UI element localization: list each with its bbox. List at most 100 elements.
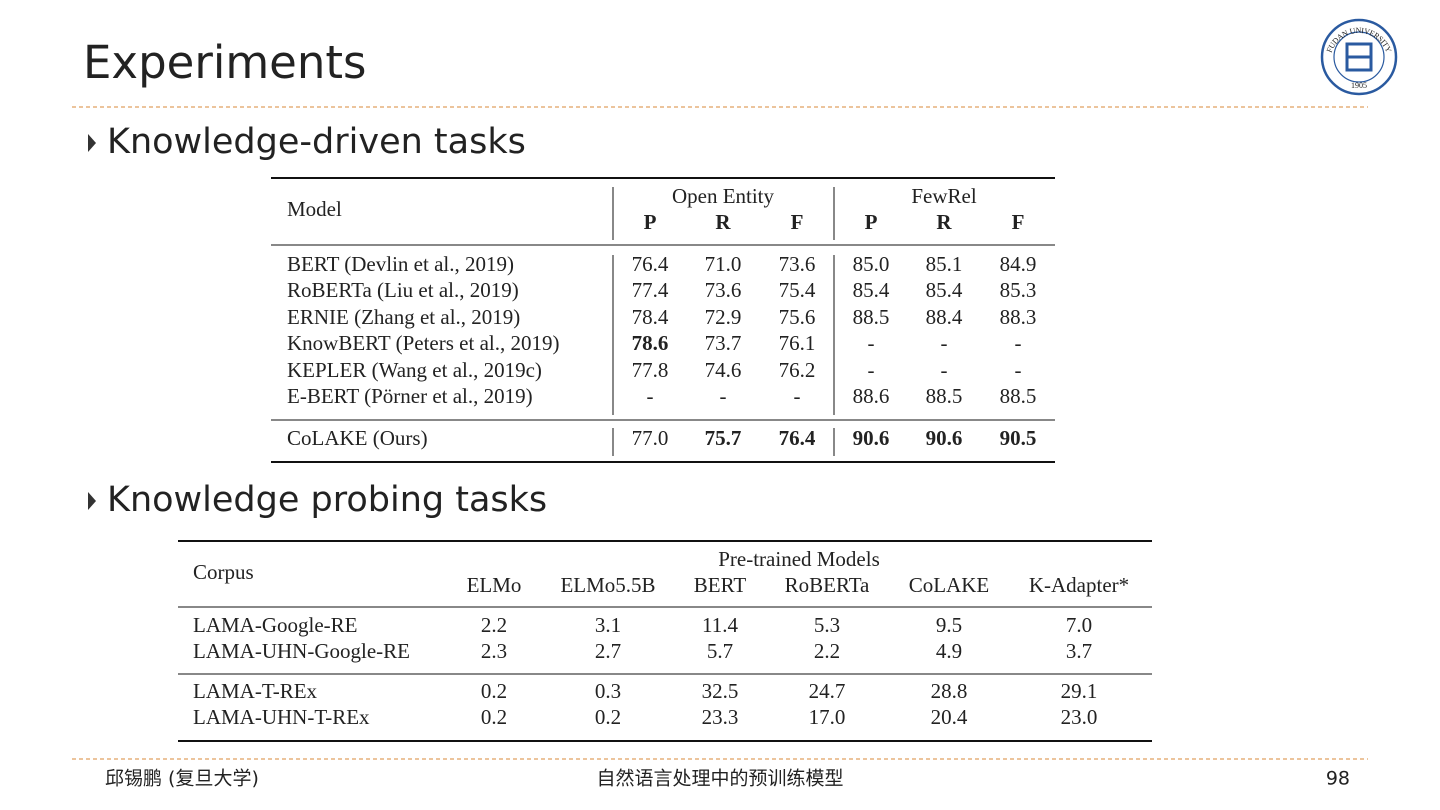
table-cell: 73.6 [705,278,742,302]
table-cell: 3.1 [595,613,621,637]
table-cell: - [720,384,727,408]
table-cell: 85.1 [926,252,963,276]
table-cell: - [941,358,948,382]
table-cell: ERNIE (Zhang et al., 2019) [287,305,520,329]
table-cell: 5.3 [814,613,840,637]
table-cell: - [868,331,875,355]
table-cell: KnowBERT (Peters et al., 2019) [287,331,559,355]
logo-inner-ring [1333,31,1385,83]
table-cell: - [941,331,948,355]
table-header: Model [287,197,342,221]
table-cell: 28.8 [931,679,968,703]
table-cell: 74.6 [705,358,742,382]
table-cell: 88.3 [1000,305,1037,329]
table-column-header: RoBERTa [785,573,870,597]
table-cell: LAMA-Google-RE [193,613,357,637]
logo-ring [1320,18,1398,96]
table-cell: - [794,384,801,408]
table-cell: 0.2 [595,705,621,729]
table-cell: 4.9 [936,639,962,663]
table-cell: 0.2 [481,679,507,703]
table-group-header: FewRel [911,184,976,208]
table-column-header: BERT [694,573,747,597]
table-cell: 76.4 [632,252,669,276]
table-cell: 0.3 [595,679,621,703]
bullet-arrow [88,134,96,152]
table-cell: 88.4 [926,305,963,329]
table-cell: 23.0 [1061,705,1098,729]
table-cell: KEPLER (Wang et al., 2019c) [287,358,542,382]
table-cell: 90.5 [1000,426,1037,450]
table-cell: 71.0 [705,252,742,276]
table-cell: - [1015,331,1022,355]
table-cell: 77.0 [632,426,669,450]
table-cell: 2.7 [595,639,621,663]
table-column-header: P [644,210,657,234]
table-group-header: Pre-trained Models [718,547,880,571]
table-cell: 85.4 [853,278,890,302]
table-cell: RoBERTa (Liu et al., 2019) [287,278,519,302]
table-column-header: F [791,210,804,234]
table-cell: 88.5 [853,305,890,329]
table-cell: 88.6 [853,384,890,408]
table-cell: - [647,384,654,408]
table-cell: E-BERT (Pörner et al., 2019) [287,384,533,408]
table-cell: - [868,358,875,382]
table-cell: 24.7 [809,679,846,703]
footer-course: 自然语言处理中的预训练模型 [596,768,843,790]
section-heading: Knowledge probing tasks [107,480,547,520]
table-cell: 75.6 [779,305,816,329]
footer-author: 邱锡鹏 (复旦大学) [105,768,259,790]
table-header: Corpus [193,560,254,584]
table-group-header: Open Entity [672,184,775,208]
table-cell: 3.7 [1066,639,1092,663]
table-cell: 73.7 [705,331,742,355]
table-cell: 11.4 [702,613,738,637]
table-cell: 78.4 [632,305,669,329]
table-cell: CoLAKE (Ours) [287,426,428,450]
table-column-header: F [1012,210,1025,234]
table-cell: 23.3 [702,705,739,729]
table-cell: 85.0 [853,252,890,276]
table-cell: 5.7 [707,639,733,663]
table-cell: 90.6 [926,426,963,450]
table-cell: 90.6 [853,426,890,450]
table-cell: 17.0 [809,705,846,729]
table-cell: 32.5 [702,679,739,703]
page-number: 98 [1326,768,1350,790]
table-cell: 88.5 [1000,384,1037,408]
table-cell: LAMA-T-REx [193,679,318,703]
table-cell: 84.9 [1000,252,1037,276]
table-cell: LAMA-UHN-Google-RE [193,639,410,663]
table-cell: 20.4 [931,705,968,729]
slide-title: Experiments [83,36,366,89]
table-cell: 78.6 [632,331,669,355]
bullet-arrow [88,492,96,510]
table-column-header: R [936,210,952,234]
table-cell: 76.4 [779,426,816,450]
table-cell: 85.3 [1000,278,1037,302]
table-cell: 77.4 [632,278,669,302]
table-column-header: P [865,210,878,234]
logo-year: 1905 [1351,81,1367,90]
table-cell: - [1015,358,1022,382]
section-heading: Knowledge-driven tasks [107,122,526,162]
table-cell: 9.5 [936,613,962,637]
table-column-header: ELMo [467,573,522,597]
table-cell: 72.9 [705,305,742,329]
table-cell: 73.6 [779,252,816,276]
table-column-header: K-Adapter* [1029,573,1129,597]
table-column-header: R [715,210,731,234]
table-cell: 0.2 [481,705,507,729]
table-cell: 75.7 [705,426,742,450]
table-cell: 7.0 [1066,613,1092,637]
table-column-header: CoLAKE [909,573,990,597]
table-cell: 76.2 [779,358,816,382]
table-cell: 2.2 [481,613,507,637]
table-cell: 76.1 [779,331,816,355]
table-cell: 88.5 [926,384,963,408]
table-column-header: ELMo5.5B [560,573,655,597]
logo: FUDAN UNIVERSITY 1905 [1320,18,1398,96]
